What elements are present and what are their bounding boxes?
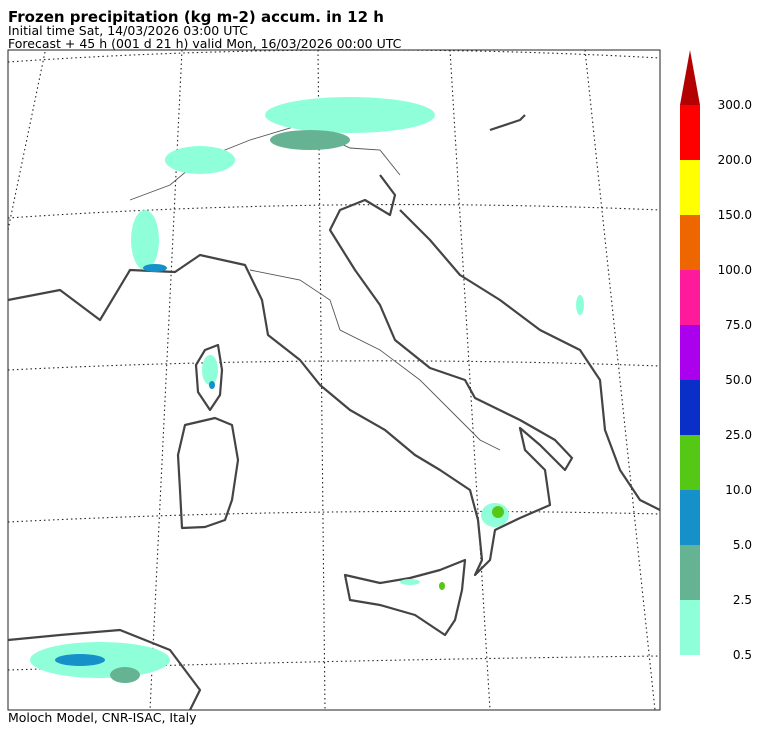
colorbar-segment (680, 435, 700, 490)
coastlines (7, 114, 661, 711)
colorbar-segment (680, 600, 700, 655)
graticule (7, 49, 661, 711)
colorbar-segment (680, 160, 700, 215)
colorbar-segment (680, 270, 700, 325)
forecast: Forecast + 45 h (001 d 21 h) valid Mon, … (8, 36, 402, 51)
colorbar-segment (680, 380, 700, 435)
colorbar-segment (680, 545, 700, 600)
precipitation (30, 97, 584, 683)
colorbar-segment (680, 105, 700, 160)
colorbar-label: 0.5 (733, 648, 752, 662)
colorbar-segment (680, 325, 700, 380)
colorbar-label: 10.0 (725, 483, 752, 497)
map (7, 49, 661, 711)
colorbar-label: 150.0 (718, 208, 752, 222)
colorbar-label: 50.0 (725, 373, 752, 387)
colorbar: 0.5 2.5 5.0 10.0 25.0 50.0 75.0 100.0 150.0 200.0… (680, 50, 752, 662)
initial-time: Initial time Sat, 14/03/2026 03:00 UTC (8, 23, 248, 38)
colorbar-label: 5.0 (733, 538, 752, 552)
colorbar-extend (680, 50, 700, 105)
title: Frozen precipitation (kg m-2) accum. in … (8, 8, 384, 26)
footer: Moloch Model, CNR-ISAC, Italy (8, 710, 197, 725)
colorbar-segment (680, 215, 700, 270)
colorbar-label: 75.0 (725, 318, 752, 332)
colorbar-label: 25.0 (725, 428, 752, 442)
colorbar-label: 2.5 (733, 593, 752, 607)
colorbar-segment (680, 490, 700, 545)
colorbar-label: 300.0 (718, 98, 752, 112)
map-frame (7, 49, 661, 711)
colorbar-label: 100.0 (718, 263, 752, 277)
colorbar-label: 200.0 (718, 153, 752, 167)
